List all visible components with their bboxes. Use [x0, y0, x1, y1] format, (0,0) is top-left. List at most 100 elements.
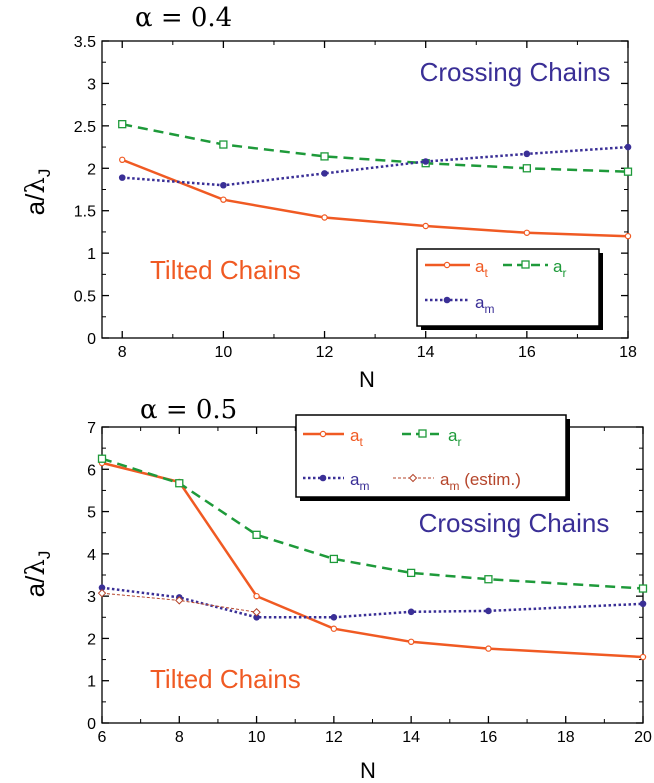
- y-axis-label-2: a/λJ: [20, 551, 54, 598]
- y-axis-label-1-a: a/: [20, 193, 50, 215]
- y-tick-label: 2: [87, 161, 96, 178]
- x-tick-label: 10: [214, 344, 232, 361]
- y-tick-label: 2.5: [74, 119, 96, 136]
- legend-2-item-a_r: ar: [402, 426, 461, 449]
- x-tick-label: 8: [118, 344, 127, 361]
- y-tick-label: 0: [87, 716, 96, 733]
- point-a-r: [97, 454, 107, 463]
- svg-text:ar: ar: [448, 426, 461, 449]
- legend-2-item-a_m: am: [303, 470, 369, 493]
- point-a-r: [329, 554, 339, 564]
- legend-1-a_r-main: a: [553, 257, 563, 276]
- x-tick-label: 8: [175, 729, 184, 746]
- point-a-m: [639, 600, 647, 608]
- annotation-tilted-chains-1: Tilted Chains: [150, 255, 301, 285]
- point-a-r: [219, 140, 228, 149]
- legend-1-a_t-main: a: [475, 257, 485, 276]
- svg-text:am (estim.): am (estim.): [440, 470, 521, 493]
- point-a-m: [624, 143, 632, 151]
- svg-text:am: am: [475, 293, 494, 316]
- legend-2-a_m-main: a: [350, 470, 360, 489]
- x-tick-label: 16: [480, 729, 498, 746]
- annotation-crossing-chains-2: Crossing Chains: [419, 508, 610, 538]
- legend-1-item-a_m: am: [425, 293, 494, 316]
- point-a-t: [321, 214, 328, 221]
- x-tick-label: 18: [557, 729, 575, 746]
- x-tick-label: 10: [248, 729, 266, 746]
- y-axis-label-1-lambda: λ: [21, 177, 51, 193]
- y-tick-label: 3: [87, 76, 96, 93]
- legend-2-a_r-main: a: [448, 426, 458, 445]
- y-axis-label-1: a/λJ: [20, 169, 54, 216]
- svg-text:at: at: [350, 426, 363, 449]
- svg-text:a/λJ: a/λJ: [20, 169, 54, 216]
- legend-2-a_t-sub: t: [359, 435, 363, 449]
- point-a-m-estim-: [175, 596, 184, 605]
- series-line-a-t: [121, 158, 629, 238]
- x-tick-label: 18: [619, 344, 637, 361]
- panel-title-2: α = 0.5: [140, 395, 237, 425]
- legend-1-item-a_t: at: [425, 257, 488, 280]
- legend-1-a_r-sub: r: [562, 266, 566, 280]
- y-axis-label-2-a: a/: [20, 575, 50, 597]
- point-a-r: [484, 575, 493, 584]
- svg-text:am: am: [350, 470, 369, 493]
- point-a-m: [330, 613, 338, 621]
- annotation-tilted-chains-2: Tilted Chains: [150, 664, 301, 694]
- legend-2-a_m-estim-suffix: (estim.): [459, 470, 520, 489]
- point-a-m-estim-: [252, 608, 261, 617]
- point-a-t: [639, 653, 647, 661]
- legend-1-a_m-main: a: [475, 293, 485, 312]
- x-axis-label-1: N: [359, 367, 375, 392]
- x-tick-label: 12: [325, 729, 343, 746]
- point-a-t: [330, 625, 338, 632]
- point-a-t: [422, 222, 429, 230]
- y-axis-label-2-lambda: λ: [21, 559, 51, 575]
- point-a-t: [624, 232, 632, 240]
- legend-2-a_m-estim-main: a: [440, 470, 450, 489]
- svg-text:at: at: [475, 257, 488, 280]
- y-tick-label: 2: [87, 631, 96, 648]
- y-tick-label: 3: [87, 589, 96, 606]
- legend-2-a_t-main: a: [350, 426, 360, 445]
- y-tick-label: 3.5: [74, 34, 96, 51]
- legend-2-a_r-sub: r: [457, 435, 461, 449]
- panel-alpha-0.4: 0 0.5 1 1.5 2 2.5 3 3.5 8 10 12 14 16 18 α = 0.4 N a/…: [20, 3, 637, 392]
- point-a-m: [422, 158, 429, 165]
- point-a-t: [485, 645, 492, 652]
- y-tick-label: 4: [87, 547, 96, 564]
- legend-2-item-a_t: at: [303, 426, 363, 449]
- x-tick-label: 14: [417, 344, 435, 361]
- point-a-m: [321, 170, 328, 177]
- point-a-m: [220, 181, 227, 189]
- svg-text:a/λJ: a/λJ: [20, 551, 54, 598]
- legend-1: at ar am: [416, 248, 603, 330]
- point-a-t: [523, 229, 531, 236]
- plot-area-1: 0 0.5 1 1.5 2 2.5 3 3.5 8 10 12 14 16 18: [74, 34, 637, 361]
- y-axis-label-2-sub: J: [35, 551, 54, 560]
- legend-2-item-a_m-estim: am (estim.): [393, 470, 521, 493]
- point-a-m-estim-: [97, 588, 107, 598]
- legend-2: at ar am am (estim.): [295, 414, 570, 501]
- y-tick-label: 0: [87, 331, 96, 348]
- point-a-r: [522, 164, 531, 173]
- point-a-m: [407, 608, 415, 616]
- y-tick-label: 1.5: [74, 204, 96, 221]
- series-line-a-r: [121, 122, 629, 173]
- point-a-t: [253, 592, 260, 600]
- point-a-r: [638, 584, 648, 593]
- point-a-t: [407, 638, 415, 646]
- panel-title-1: α = 0.4: [135, 3, 232, 33]
- point-a-r: [406, 568, 416, 578]
- point-a-r: [320, 152, 329, 161]
- x-tick-label: 12: [316, 344, 334, 361]
- x-tick-label: 16: [518, 344, 536, 361]
- series-line-a-m: [122, 145, 629, 187]
- legend-1-a_m-sub: m: [484, 302, 494, 316]
- point-a-r: [252, 530, 261, 539]
- x-axis-label-2: N: [360, 758, 376, 783]
- point-a-t: [220, 196, 227, 203]
